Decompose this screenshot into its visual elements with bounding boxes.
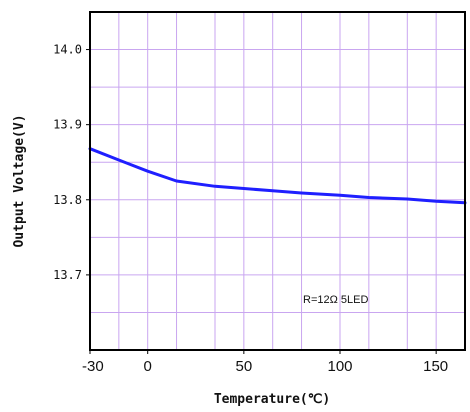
- y-tick-label-2: 13.9: [53, 118, 82, 132]
- x-axis-tick-labels: -30 0 50 100 150: [82, 350, 448, 375]
- series-layer: [88, 147, 467, 205]
- x-tick-label-3: 100: [327, 358, 352, 375]
- series-line-0: [88, 147, 467, 205]
- grid-lines: [89, 12, 466, 350]
- chart-annotation: R=12Ω 5LED: [303, 294, 368, 306]
- y-axis-title: Output Voltage(V): [12, 114, 27, 247]
- x-tick-label-4: 150: [423, 358, 448, 375]
- y-axis-tick-labels: 13.7 13.8 13.9 14.0: [53, 43, 90, 282]
- plot-frame: [89, 11, 466, 351]
- y-tick-label-0: 13.7: [53, 268, 82, 282]
- y-tick-label-1: 13.8: [53, 193, 82, 207]
- x-tick-label-1: 0: [144, 358, 152, 375]
- y-tick-label-3: 14.0: [53, 43, 82, 57]
- x-tick-label-2: 50: [236, 358, 253, 375]
- x-axis-title: Temperature(℃): [214, 392, 330, 407]
- x-tick-label-0: -30: [82, 358, 104, 375]
